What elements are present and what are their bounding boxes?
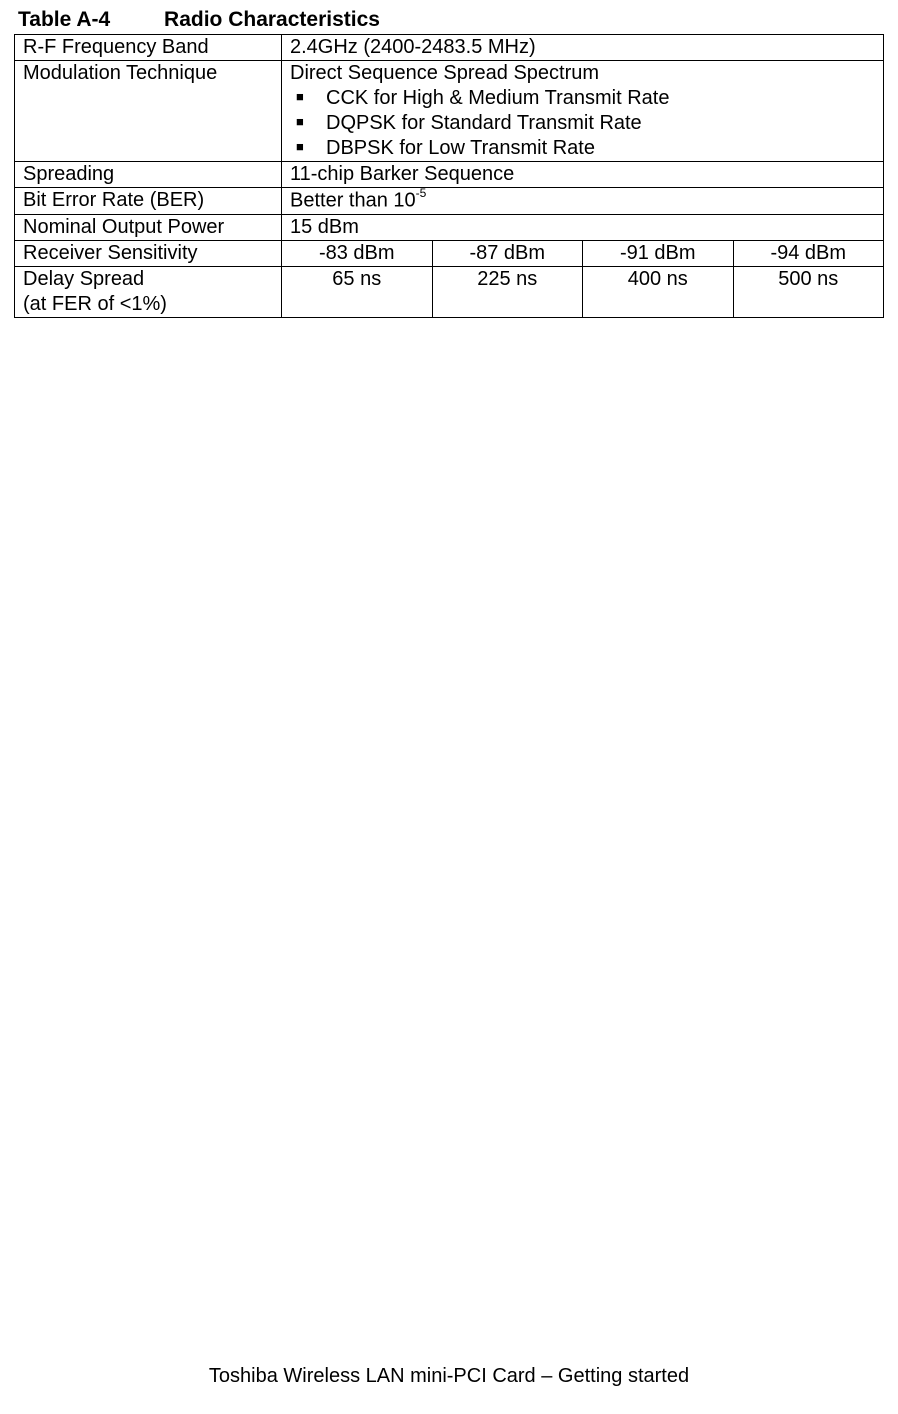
cell-label: Receiver Sensitivity <box>15 240 282 266</box>
cell-value: 2.4GHz (2400-2483.5 MHz) <box>282 35 884 61</box>
list-item: CCK for High & Medium Transmit Rate <box>290 86 875 111</box>
table-row: Modulation Technique Direct Sequence Spr… <box>15 61 884 162</box>
ber-superscript: -5 <box>416 186 427 200</box>
cell-label: R-F Frequency Band <box>15 35 282 61</box>
table-row: Delay Spread (at FER of <1%) 65 ns 225 n… <box>15 266 884 317</box>
table-title: Table A-4 Radio Characteristics <box>14 8 884 32</box>
modulation-list: CCK for High & Medium Transmit Rate DQPS… <box>290 86 875 161</box>
table-row: Bit Error Rate (BER) Better than 10-5 <box>15 188 884 215</box>
cell-value: Better than 10-5 <box>282 188 884 215</box>
cell-value: 11-chip Barker Sequence <box>282 162 884 188</box>
table-heading: Radio Characteristics <box>164 8 380 31</box>
list-item: DQPSK for Standard Transmit Rate <box>290 111 875 136</box>
cell-label: Spreading <box>15 162 282 188</box>
table-row: Nominal Output Power 15 dBm <box>15 214 884 240</box>
modulation-intro: Direct Sequence Spread Spectrum <box>290 61 875 86</box>
cell-value: 225 ns <box>432 266 583 317</box>
cell-value: 65 ns <box>282 266 433 317</box>
list-item: DBPSK for Low Transmit Rate <box>290 136 875 161</box>
ber-prefix: Better than 10 <box>290 190 416 212</box>
table-row: R-F Frequency Band 2.4GHz (2400-2483.5 M… <box>15 35 884 61</box>
table-row: Spreading 11-chip Barker Sequence <box>15 162 884 188</box>
delay-spread-line1: Delay Spread <box>23 267 273 292</box>
table-row: Receiver Sensitivity -83 dBm -87 dBm -91… <box>15 240 884 266</box>
cell-value: -94 dBm <box>733 240 884 266</box>
cell-label: Bit Error Rate (BER) <box>15 188 282 215</box>
cell-value: -91 dBm <box>583 240 734 266</box>
cell-value: -83 dBm <box>282 240 433 266</box>
delay-spread-line2: (at FER of <1%) <box>23 292 273 317</box>
cell-label: Modulation Technique <box>15 61 282 162</box>
cell-value: -87 dBm <box>432 240 583 266</box>
cell-label: Delay Spread (at FER of <1%) <box>15 266 282 317</box>
table-number: Table A-4 <box>18 8 110 32</box>
page-footer: Toshiba Wireless LAN mini-PCI Card – Get… <box>0 1365 898 1388</box>
page-content: Table A-4 Radio Characteristics R-F Freq… <box>0 0 898 318</box>
cell-value: 400 ns <box>583 266 734 317</box>
radio-characteristics-table: R-F Frequency Band 2.4GHz (2400-2483.5 M… <box>14 34 884 318</box>
cell-value: Direct Sequence Spread Spectrum CCK for … <box>282 61 884 162</box>
cell-value: 15 dBm <box>282 214 884 240</box>
cell-label: Nominal Output Power <box>15 214 282 240</box>
cell-value: 500 ns <box>733 266 884 317</box>
